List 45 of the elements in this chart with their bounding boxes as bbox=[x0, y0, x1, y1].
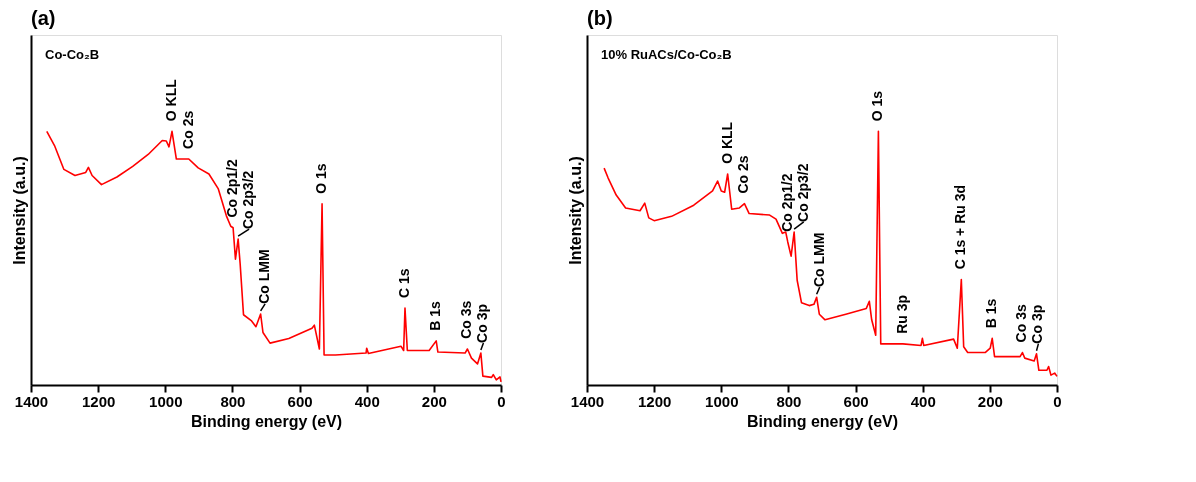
annotation: Co 2s bbox=[179, 110, 196, 149]
text: Co-Co₂B bbox=[45, 47, 100, 62]
x-tick-label: 1400 bbox=[14, 392, 49, 410]
x-tick-label: 200 bbox=[977, 392, 1003, 410]
chart-title: (a) bbox=[31, 7, 56, 29]
annotation: C 1s + Ru 3d bbox=[952, 184, 969, 270]
annotation: Co LMM bbox=[256, 249, 273, 304]
y-axis-title: Intensity (a.u.) bbox=[566, 156, 584, 265]
annotation: Co 2p1/2 bbox=[778, 173, 795, 232]
annotation: Co 2s bbox=[735, 155, 752, 194]
x-tick-label: 600 bbox=[287, 392, 313, 410]
annotation: Co 2p3/2 bbox=[240, 170, 257, 230]
annotation: Co 3p bbox=[474, 304, 491, 343]
x-tick-label: 200 bbox=[421, 392, 447, 410]
annotation: Co 3p bbox=[1029, 304, 1046, 344]
x-tick-label: 400 bbox=[354, 392, 380, 410]
annotation: B 1s bbox=[427, 300, 444, 331]
annotation: O 1s bbox=[869, 90, 886, 122]
chart-title: (b) bbox=[587, 7, 613, 29]
annotation: Co LMM bbox=[810, 232, 827, 288]
x-tick-label: 1400 bbox=[570, 392, 605, 410]
x-axis-title: Binding energy (eV) bbox=[746, 412, 899, 430]
annotation: C 1s bbox=[395, 268, 412, 299]
x-tick-label: 800 bbox=[776, 392, 802, 410]
annotation: Co 3s bbox=[458, 300, 475, 339]
text: 10% RuACs/Co-Co₂B bbox=[601, 47, 732, 62]
x-tick-label: 600 bbox=[843, 392, 869, 410]
annotation: B 1s bbox=[983, 298, 1000, 329]
annotation: O KLL bbox=[718, 121, 735, 164]
x-tick-label: 0 bbox=[497, 392, 506, 410]
x-tick-label: 1000 bbox=[705, 392, 739, 410]
annotation: Co 3s bbox=[1013, 304, 1030, 343]
annotation: O 1s bbox=[313, 163, 330, 194]
x-tick-label: 1200 bbox=[81, 392, 116, 410]
x-tick-label: 400 bbox=[910, 392, 936, 410]
x-tick-label: 800 bbox=[220, 392, 246, 410]
annotation: O KLL bbox=[163, 78, 179, 122]
x-axis-title: Binding energy (eV) bbox=[190, 412, 343, 430]
x-tick-label: 1200 bbox=[637, 392, 672, 410]
annotation: Ru 3p bbox=[893, 294, 910, 334]
annotation: Co 2p3/2 bbox=[794, 163, 811, 222]
x-tick-label: 1000 bbox=[149, 392, 183, 410]
x-tick-label: 0 bbox=[1053, 392, 1062, 410]
annotation: Co 2p1/2 bbox=[224, 159, 241, 218]
y-axis-title: Intensity (a.u.) bbox=[10, 156, 28, 265]
